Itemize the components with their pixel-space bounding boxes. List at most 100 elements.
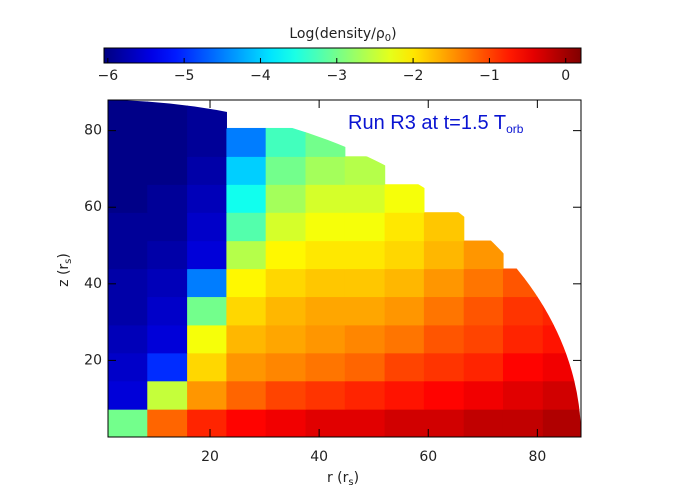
heatmap-cell <box>147 127 188 157</box>
heatmap-cell <box>147 240 188 270</box>
heatmap-cell <box>147 156 188 185</box>
heatmap-cell <box>226 296 267 326</box>
heatmap-cell <box>502 409 544 437</box>
heatmap-cell <box>147 296 188 326</box>
colorbar <box>103 47 582 64</box>
heatmap-cell <box>344 184 386 213</box>
heatmap-cell <box>463 380 504 410</box>
heatmap-cell <box>384 240 425 270</box>
heatmap-cell <box>265 212 307 242</box>
heatmap-cell <box>265 268 307 298</box>
heatmap-cell <box>108 380 148 410</box>
colorbar-tick-label: 0 <box>561 68 570 84</box>
heatmap-cell <box>463 268 504 298</box>
heatmap-cell <box>187 127 227 157</box>
heatmap-cell <box>187 240 227 270</box>
heatmap-cell <box>265 380 307 410</box>
heatmap-cell <box>108 240 148 270</box>
y-tick-label: 20 <box>84 352 102 368</box>
heatmap-cell <box>344 324 386 354</box>
x-tick-label: 80 <box>528 449 546 465</box>
colorbar-tick-label: −2 <box>403 68 424 84</box>
heatmap-cell <box>305 268 346 298</box>
heatmap-cell <box>384 296 425 326</box>
heatmap-cell <box>384 380 425 410</box>
heatmap-cell <box>384 324 425 354</box>
heatmap-cell <box>147 268 188 298</box>
y-tick-label: 40 <box>84 276 102 292</box>
heatmap-cell <box>147 184 188 213</box>
y-label-after: ) <box>56 253 72 258</box>
heatmap-cell <box>542 409 582 437</box>
heatmap-cell <box>226 240 267 270</box>
heatmap-cell <box>265 296 307 326</box>
heatmap-cell <box>147 212 188 242</box>
heatmap-cell <box>305 184 346 213</box>
heatmap-cell <box>108 127 148 157</box>
heatmap-cell <box>147 352 188 382</box>
heatmap <box>108 100 582 437</box>
colorbar-label: Log(density/ρ0) <box>289 26 396 44</box>
heatmap-cell <box>108 268 148 298</box>
x-tick-label: 40 <box>310 449 328 465</box>
heatmap-cell <box>265 127 307 157</box>
heatmap-cell <box>108 156 148 185</box>
colorbar-tick-label: −5 <box>174 68 195 84</box>
heatmap-cell <box>187 352 227 382</box>
heatmap-cell <box>187 184 227 213</box>
heatmap-cell <box>265 409 307 437</box>
heatmap-cell <box>384 409 425 437</box>
heatmap-cell <box>463 324 504 354</box>
heatmap-cell <box>226 212 267 242</box>
y-label-text: z (r <box>56 264 72 287</box>
heatmap-cell <box>542 324 582 354</box>
heatmap-cell <box>463 296 504 326</box>
heatmap-cell <box>305 156 346 185</box>
heatmap-cell <box>423 352 465 382</box>
heatmap-cell <box>463 240 504 270</box>
heatmap-cell <box>502 324 544 354</box>
heatmap-cell <box>108 352 148 382</box>
heatmap-cell <box>108 296 148 326</box>
heatmap-cell <box>108 100 148 129</box>
x-axis-label: r (rs) <box>327 470 359 488</box>
heatmap-cell <box>305 127 346 157</box>
heatmap-cell <box>463 409 504 437</box>
heatmap-cell <box>226 324 267 354</box>
heatmap-cell <box>187 156 227 185</box>
heatmap-cell <box>344 296 386 326</box>
heatmap-cell <box>344 240 386 270</box>
heatmap-cell <box>423 324 465 354</box>
heatmap-cell <box>187 100 227 129</box>
colorbar-label-after: ) <box>391 26 396 42</box>
heatmap-cell <box>265 156 307 185</box>
heatmap-cell <box>423 212 465 242</box>
heatmap-cell <box>187 268 227 298</box>
heatmap-cell <box>187 296 227 326</box>
heatmap-cell <box>344 380 386 410</box>
heatmap-cell <box>187 212 227 242</box>
heatmap-cell <box>502 352 544 382</box>
heatmap-cell <box>423 380 465 410</box>
heatmap-cell <box>108 184 148 213</box>
heatmap-cell <box>423 296 465 326</box>
heatmap-cell <box>542 268 582 298</box>
heatmap-cell <box>226 156 267 185</box>
heatmap-cell <box>226 268 267 298</box>
heatmap-cell <box>384 184 425 213</box>
heatmap-cell <box>226 409 267 437</box>
heatmap-cell <box>265 324 307 354</box>
annotation: Run R3 at t=1.5 Torb <box>348 112 524 136</box>
heatmap-cell <box>305 409 346 437</box>
y-axis-label: z (rs) <box>56 253 74 287</box>
heatmap-cell <box>147 409 188 437</box>
heatmap-cell <box>226 352 267 382</box>
heatmap-cell <box>147 380 188 410</box>
x-tick-label: 60 <box>419 449 437 465</box>
heatmap-cell <box>502 268 544 298</box>
heatmap-cell <box>305 296 346 326</box>
y-tick-label: 60 <box>84 199 102 215</box>
heatmap-cell <box>384 268 425 298</box>
heatmap-cell <box>305 380 346 410</box>
heatmap-cell <box>108 409 148 437</box>
